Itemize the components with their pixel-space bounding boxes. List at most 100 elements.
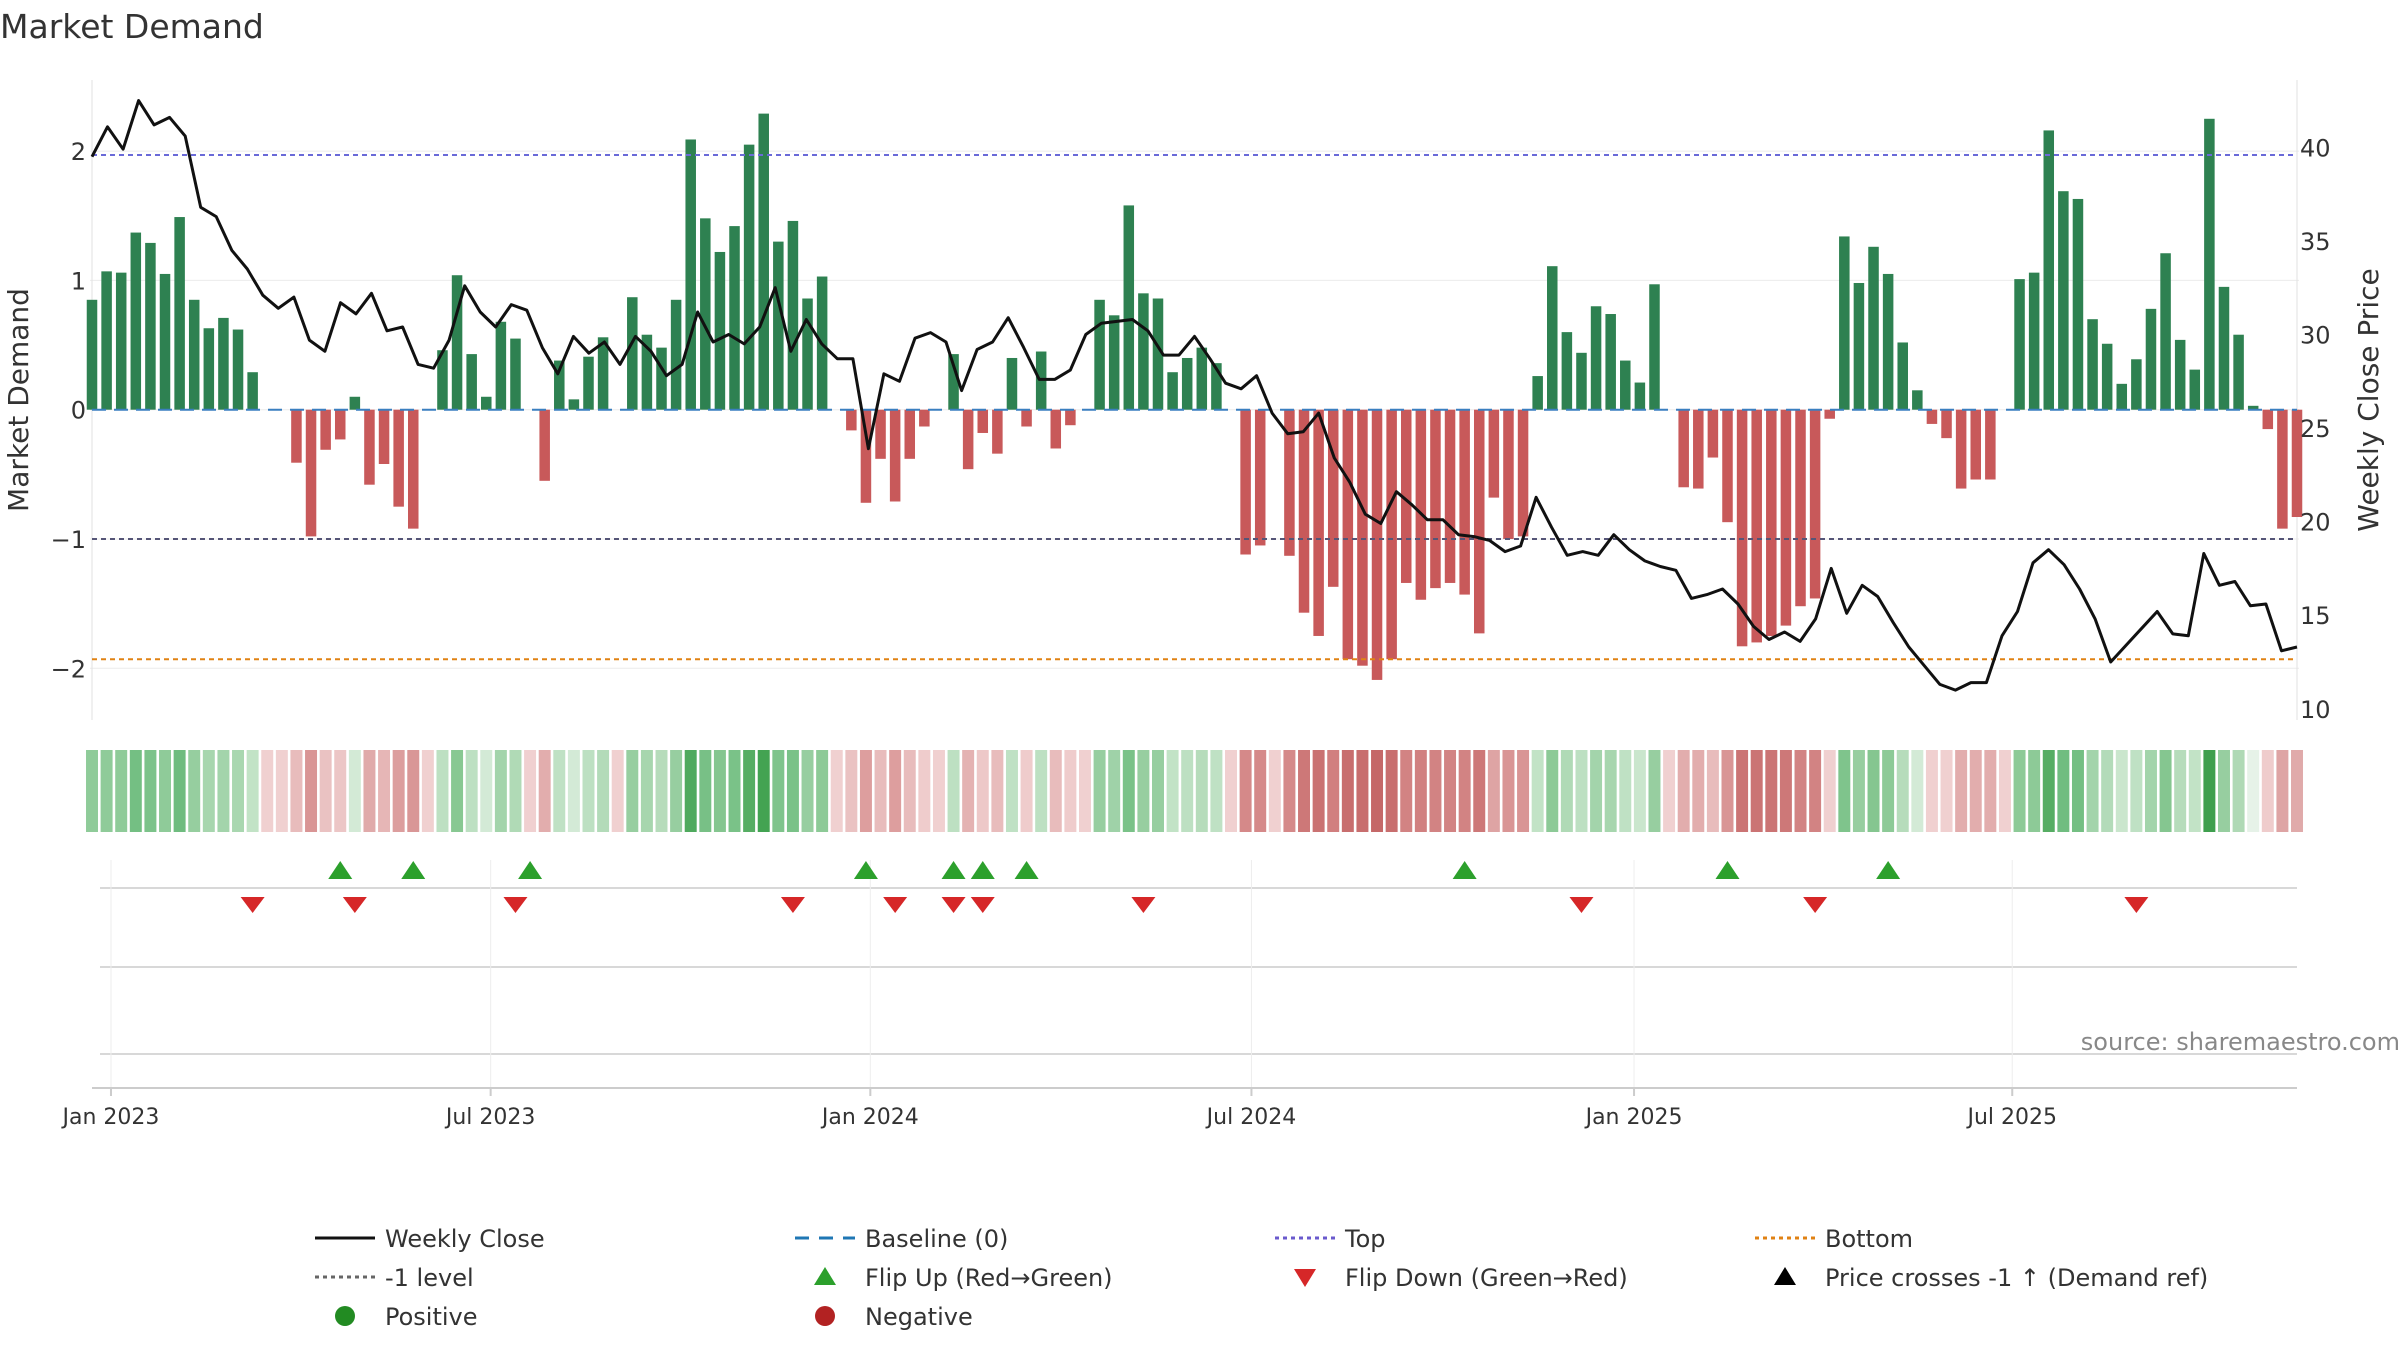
strip-cell [859,750,872,832]
flip-down-marker [941,897,966,913]
strip-cell [1093,750,1106,832]
x-tick-label: Jan 2025 [1584,1105,1683,1130]
demand-bar [1736,409,1748,647]
strip-cell [217,750,230,832]
strip-cell [567,750,580,832]
strip-cell [1590,750,1603,832]
strip-cell [1473,750,1486,832]
strip-cell [1852,750,1865,832]
demand-bar [1897,342,1908,410]
strip-cell [713,750,726,832]
strip-cell [947,750,960,832]
strip-cell [582,750,595,832]
strip-cell [1531,750,1544,832]
demand-bar [1970,409,1981,480]
strip-cell [1400,750,1413,832]
strip-cell [903,750,916,832]
legend-label: Negative [865,1303,973,1331]
flip-up-marker [1452,861,1477,879]
strip-cell [1736,750,1749,832]
demand-bar [2174,339,2186,410]
strip-cell [100,750,113,832]
y2-tick-label: 40 [2300,134,2331,162]
flip-up-marker [1715,861,1740,879]
demand-bar [1751,409,1762,643]
weekly-close-line [90,99,2298,692]
demand-bar [393,409,404,507]
strip-cell [1560,750,1573,832]
strip-cell [480,750,493,832]
strip-cell [202,750,215,832]
flip-down-marker [1569,897,1594,913]
demand-bar [1108,315,1120,410]
demand-bar [1065,409,1076,426]
demand-bar [1211,363,1222,410]
flip-up-marker [853,861,878,879]
legend-label: Weekly Close [385,1225,545,1253]
demand-bar [1766,409,1777,636]
y-axis-label: Market Demand [2,288,35,512]
demand-bar [495,321,507,410]
demand-bar [919,409,930,427]
demand-bar [1327,409,1339,587]
legend-swatch-triangle [1774,1267,1796,1285]
strip-cell [86,750,98,832]
demand-bar [1547,266,1558,410]
demand-bar [334,409,346,440]
strip-cell [1239,750,1252,832]
strip-cell [2057,750,2070,832]
strip-cell [1268,750,1281,832]
strip-cell [1225,750,1237,832]
legend-swatch-triangle [1294,1269,1316,1287]
strip-cell [1765,750,1778,832]
demand-bar [729,226,740,410]
demand-bar [773,241,784,410]
demand-bar [670,299,682,410]
demand-bar [2247,405,2259,410]
strip-cell [684,750,697,832]
strip-cell [1444,750,1457,832]
demand-bar [1503,409,1514,539]
strip-cell [2247,750,2260,832]
strip-cell [524,750,537,832]
strip-cell [1458,750,1471,832]
flip-markers [100,860,2297,1090]
demand-bar [451,275,463,410]
demand-bar [1532,376,1543,410]
strip-cell [275,750,288,832]
strip-cell [1502,750,1515,832]
demand-bar [1138,293,1149,410]
strip-cell [1838,750,1851,832]
strip-cell [1254,750,1267,832]
demand-bar [1371,409,1383,680]
strip-cell [845,750,858,832]
demand-bar [714,251,726,410]
legend-label: Bottom [1825,1225,1913,1253]
strip-cell [772,750,785,832]
demand-bar [1955,409,1967,489]
demand-bar [904,409,916,459]
demand-bar [1605,314,1616,410]
strip-cell [2203,750,2216,832]
demand-bar [758,113,769,410]
strip-cell [2174,750,2187,832]
strip-cell [640,750,653,832]
strip-cell [1794,750,1807,832]
demand-bar [203,328,215,410]
strip-cell [1341,750,1354,832]
strip-cell [1035,750,1048,832]
demand-bar [1444,409,1456,583]
y2-axis-label: Weekly Close Price [2352,268,2385,531]
demand-bar [1430,409,1441,589]
demand-bar [408,409,419,529]
strip-cell [699,750,712,832]
strip-cell [2071,750,2084,832]
demand-bar [1839,236,1850,410]
strip-cell [1414,750,1427,832]
demand-bar [627,297,638,410]
strip-cell [1692,750,1705,832]
demand-bar [2277,409,2288,529]
demand-bar [1707,409,1719,458]
flip-down-marker [780,897,805,913]
strip-cell [816,750,829,832]
